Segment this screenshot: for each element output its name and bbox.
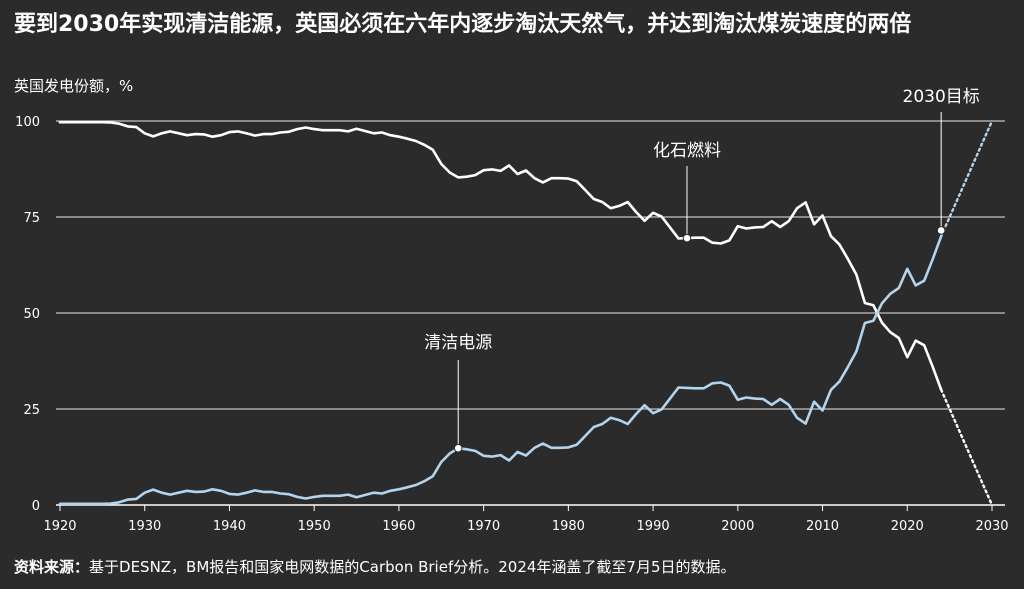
x-tick-label: 1920 (43, 519, 76, 534)
x-tick-label: 1940 (213, 519, 246, 534)
annotation-label: 清洁电源 (424, 333, 492, 353)
series-lines (58, 119, 994, 507)
y-tick-label: 100 (15, 115, 40, 130)
x-tick-label: 2030 (975, 519, 1008, 534)
y-axis: 0 25 50 75 100 (15, 115, 40, 514)
annotation-dot (936, 226, 946, 235)
x-tick-label: 2010 (806, 519, 839, 534)
y-axis-label: 英国发电份额，% (14, 77, 134, 95)
x-tick-label: 1930 (128, 519, 161, 534)
annotation-label: 2030目标 (903, 87, 980, 107)
x-tick-label: 2020 (891, 519, 924, 534)
series-line-clean (58, 234, 943, 506)
x-tick-label: 1950 (298, 519, 331, 534)
projection-line-fossil (940, 388, 994, 507)
annotation-dot (682, 233, 692, 243)
x-tick-label: 1960 (382, 519, 415, 534)
x-tick-label: 1990 (637, 519, 670, 534)
projection-line-clean (940, 119, 994, 238)
source-text: 基于DESNZ，BM报告和国家电网数据的Carbon Brief分析。2024年… (89, 558, 736, 576)
y-tick-label: 50 (23, 307, 40, 322)
gridlines (56, 120, 1005, 506)
annotation-label: 化石燃料 (653, 141, 721, 161)
y-tick-label: 75 (23, 211, 40, 226)
source-label: 资料来源： (14, 558, 90, 576)
annotation-dot (453, 443, 463, 453)
x-tick-label: 1980 (552, 519, 585, 534)
chart-title: 要到2030年实现清洁能源，英国必须在六年内逐步淘汰天然气，并达到淘汰煤炭速度的… (14, 12, 912, 37)
x-tick-label: 2000 (721, 519, 754, 534)
source-note: 资料来源：基于DESNZ，BM报告和国家电网数据的Carbon Brief分析。… (14, 556, 736, 577)
x-tick-label: 1970 (467, 519, 500, 534)
y-tick-label: 25 (23, 403, 40, 418)
y-tick-label: 0 (32, 499, 40, 514)
x-axis: 1920 1930 1940 1950 1960 1970 1980 1990 2000 2010… (43, 505, 1009, 534)
series-line-fossil (58, 120, 943, 392)
